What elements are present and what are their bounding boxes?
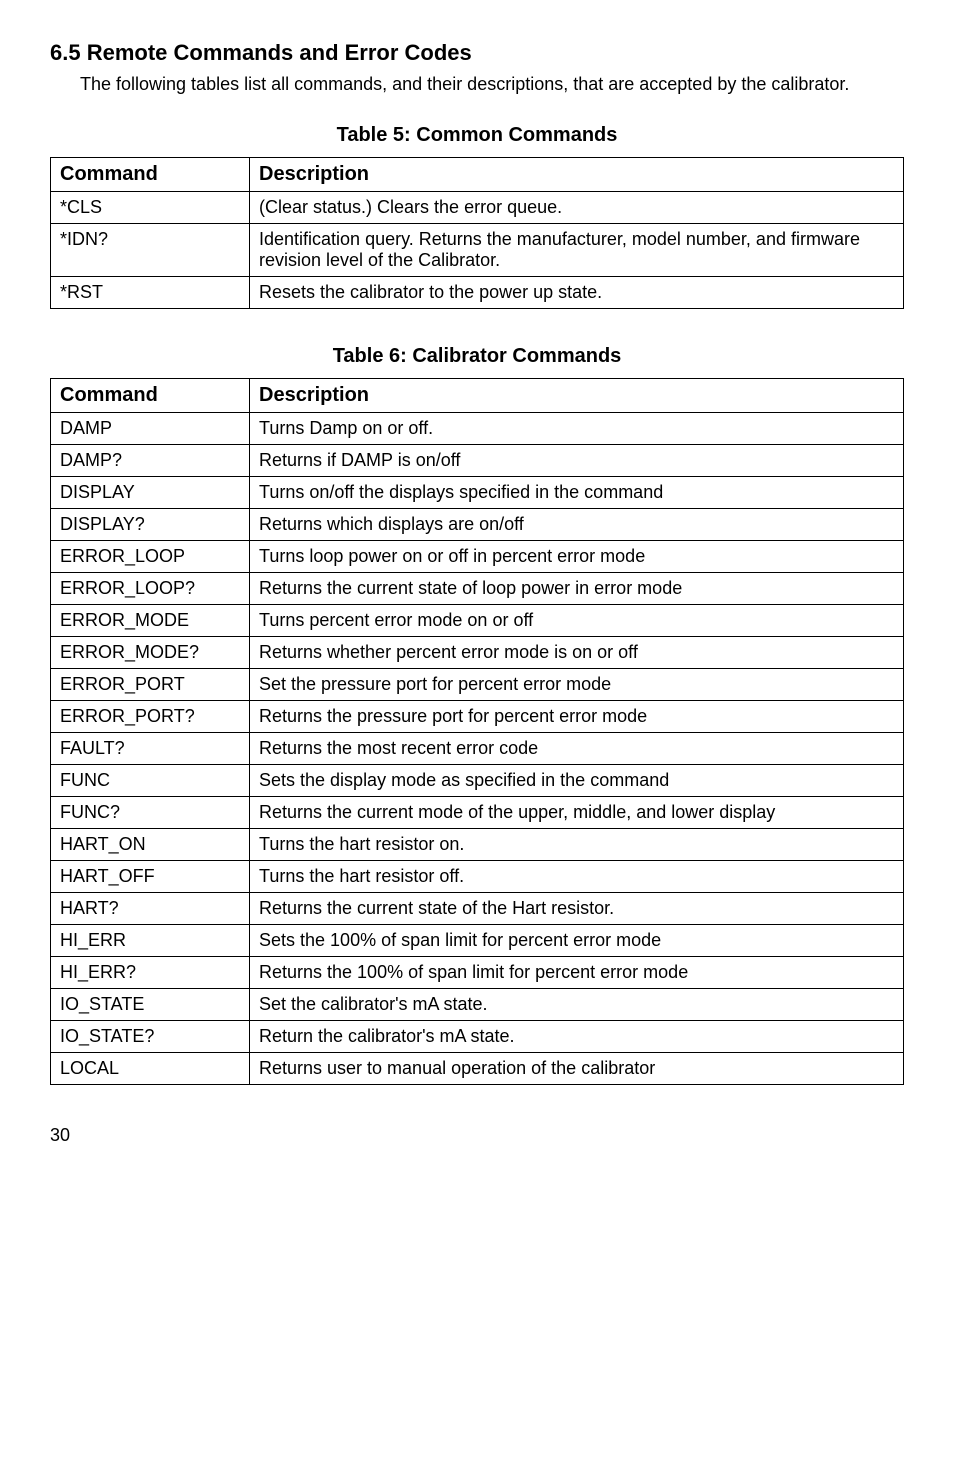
table6-command-cell: HI_ERR? [51, 957, 250, 989]
table6-header-command: Command [51, 379, 250, 413]
table6-description-cell: Set the calibrator's mA state. [250, 989, 904, 1021]
table6-command-cell: ERROR_MODE? [51, 637, 250, 669]
table6-command-cell: HART_ON [51, 829, 250, 861]
table-row: HART?Returns the current state of the Ha… [51, 893, 904, 925]
table5-header-command: Command [51, 158, 250, 192]
table5: Command Description *CLS(Clear status.) … [50, 157, 904, 309]
table6-command-cell: ERROR_PORT [51, 669, 250, 701]
table6-description-cell: Returns the pressure port for percent er… [250, 701, 904, 733]
table-row: *CLS(Clear status.) Clears the error que… [51, 192, 904, 224]
table5-description-cell: (Clear status.) Clears the error queue. [250, 192, 904, 224]
table5-command-cell: *IDN? [51, 224, 250, 277]
table-row: HART_OFFTurns the hart resistor off. [51, 861, 904, 893]
table6-command-cell: ERROR_LOOP [51, 541, 250, 573]
table6-description-cell: Sets the 100% of span limit for percent … [250, 925, 904, 957]
table6-command-cell: HART_OFF [51, 861, 250, 893]
table6-command-cell: DISPLAY [51, 477, 250, 509]
table-row: HI_ERR?Returns the 100% of span limit fo… [51, 957, 904, 989]
page-number: 30 [50, 1125, 904, 1146]
table6-description-cell: Returns the 100% of span limit for perce… [250, 957, 904, 989]
table-row: ERROR_LOOP?Returns the current state of … [51, 573, 904, 605]
table6-command-cell: FUNC? [51, 797, 250, 829]
table6-description-cell: Turns on/off the displays specified in t… [250, 477, 904, 509]
table-row: FUNC?Returns the current mode of the upp… [51, 797, 904, 829]
table6-command-cell: LOCAL [51, 1053, 250, 1085]
table6-description-cell: Returns whether percent error mode is on… [250, 637, 904, 669]
table-row: FAULT?Returns the most recent error code [51, 733, 904, 765]
table6-description-cell: Returns the current mode of the upper, m… [250, 797, 904, 829]
table6-description-cell: Turns the hart resistor off. [250, 861, 904, 893]
table-row: DISPLAYTurns on/off the displays specifi… [51, 477, 904, 509]
table-row: IO_STATESet the calibrator's mA state. [51, 989, 904, 1021]
table-row: DAMPTurns Damp on or off. [51, 413, 904, 445]
table5-header-row: Command Description [51, 158, 904, 192]
table-row: ERROR_LOOPTurns loop power on or off in … [51, 541, 904, 573]
table-row: IO_STATE?Return the calibrator's mA stat… [51, 1021, 904, 1053]
table6-description-cell: Returns the current state of the Hart re… [250, 893, 904, 925]
table6-command-cell: FUNC [51, 765, 250, 797]
table6-command-cell: ERROR_PORT? [51, 701, 250, 733]
table-row: HI_ERRSets the 100% of span limit for pe… [51, 925, 904, 957]
section-title: 6.5 Remote Commands and Error Codes [50, 40, 904, 66]
table-row: ERROR_PORTSet the pressure port for perc… [51, 669, 904, 701]
table6-description-cell: Turns Damp on or off. [250, 413, 904, 445]
table5-header-description: Description [250, 158, 904, 192]
table6-description-cell: Returns the current state of loop power … [250, 573, 904, 605]
table6-command-cell: HI_ERR [51, 925, 250, 957]
table6-command-cell: DAMP? [51, 445, 250, 477]
table6: Command Description DAMPTurns Damp on or… [50, 378, 904, 1085]
table5-description-cell: Identification query. Returns the manufa… [250, 224, 904, 277]
table6-description-cell: Turns percent error mode on or off [250, 605, 904, 637]
table6-command-cell: HART? [51, 893, 250, 925]
table-row: ERROR_PORT?Returns the pressure port for… [51, 701, 904, 733]
table6-description-cell: Return the calibrator's mA state. [250, 1021, 904, 1053]
table5-command-cell: *RST [51, 277, 250, 309]
table6-description-cell: Turns loop power on or off in percent er… [250, 541, 904, 573]
table6-command-cell: DAMP [51, 413, 250, 445]
table5-title: Table 5: Common Commands [50, 124, 904, 147]
table-row: DISPLAY?Returns which displays are on/of… [51, 509, 904, 541]
table-row: *RSTResets the calibrator to the power u… [51, 277, 904, 309]
section-intro: The following tables list all commands, … [80, 72, 904, 96]
table6-header-description: Description [250, 379, 904, 413]
table5-command-cell: *CLS [51, 192, 250, 224]
table6-description-cell: Turns the hart resistor on. [250, 829, 904, 861]
table6-description-cell: Set the pressure port for percent error … [250, 669, 904, 701]
table-row: ERROR_MODE?Returns whether percent error… [51, 637, 904, 669]
table-row: ERROR_MODETurns percent error mode on or… [51, 605, 904, 637]
table6-description-cell: Returns if DAMP is on/off [250, 445, 904, 477]
table6-command-cell: FAULT? [51, 733, 250, 765]
table6-header-row: Command Description [51, 379, 904, 413]
table6-description-cell: Returns the most recent error code [250, 733, 904, 765]
table6-command-cell: IO_STATE? [51, 1021, 250, 1053]
table6-command-cell: DISPLAY? [51, 509, 250, 541]
table6-command-cell: IO_STATE [51, 989, 250, 1021]
table6-command-cell: ERROR_LOOP? [51, 573, 250, 605]
table-row: DAMP?Returns if DAMP is on/off [51, 445, 904, 477]
table-row: HART_ONTurns the hart resistor on. [51, 829, 904, 861]
table5-description-cell: Resets the calibrator to the power up st… [250, 277, 904, 309]
table-row: FUNCSets the display mode as specified i… [51, 765, 904, 797]
table6-description-cell: Sets the display mode as specified in th… [250, 765, 904, 797]
table6-title: Table 6: Calibrator Commands [50, 345, 904, 368]
table6-command-cell: ERROR_MODE [51, 605, 250, 637]
table-row: LOCALReturns user to manual operation of… [51, 1053, 904, 1085]
table-row: *IDN?Identification query. Returns the m… [51, 224, 904, 277]
table6-description-cell: Returns user to manual operation of the … [250, 1053, 904, 1085]
table6-description-cell: Returns which displays are on/off [250, 509, 904, 541]
